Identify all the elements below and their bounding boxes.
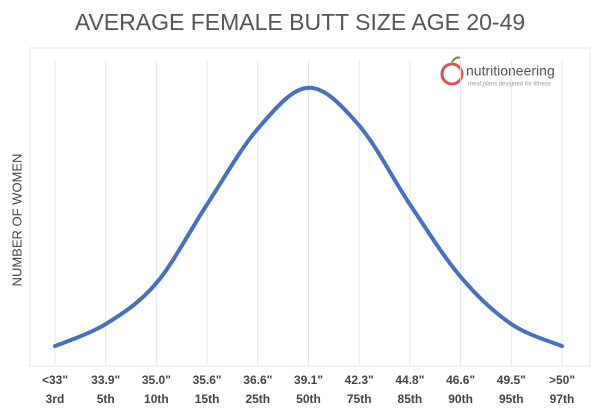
x-tick-label: 35.0" (142, 373, 171, 387)
x-tick-sublabel: 25th (245, 392, 270, 406)
x-tick-label: 49.5" (497, 373, 526, 387)
x-tick-label: 46.6" (446, 373, 475, 387)
x-tick-sublabel: 97th (550, 392, 575, 406)
x-tick-sublabel: 15th (195, 392, 220, 406)
x-tick-label: >50" (549, 373, 575, 387)
curve (53, 85, 564, 349)
logo: nutritioneering meal plans designed for … (440, 56, 555, 88)
x-tick-label: 44.8" (395, 373, 424, 387)
x-tick-label: 42.3" (345, 373, 374, 387)
x-tick-label: 39.1" (294, 373, 323, 387)
x-tick-label: 36.6" (243, 373, 272, 387)
x-tick-label: <33" (42, 373, 68, 387)
chart-title: AVERAGE FEMALE BUTT SIZE AGE 20-49 (75, 9, 525, 35)
x-tick-sublabel: 5th (97, 392, 115, 406)
logo-name: nutritioneering (466, 63, 555, 79)
y-axis-label: NUMBER OF WOMEN (9, 154, 24, 287)
x-tick-sublabel: 85th (398, 392, 423, 406)
x-tick-sublabel: 10th (144, 392, 169, 406)
logo-leaf (451, 56, 461, 63)
x-tick-sublabel: 90th (448, 392, 473, 406)
x-tick-sublabel: 95th (499, 392, 524, 406)
x-tick-sublabel: 50th (296, 392, 321, 406)
logo-icon (440, 62, 464, 86)
x-tick-sublabel: 3rd (46, 392, 65, 406)
x-tick-sublabel: 75th (347, 392, 372, 406)
logo-tagline: meal plans designed for fitness (468, 82, 551, 88)
x-tick-label: 33.9" (91, 373, 120, 387)
x-tick-label: 35.6" (193, 373, 222, 387)
